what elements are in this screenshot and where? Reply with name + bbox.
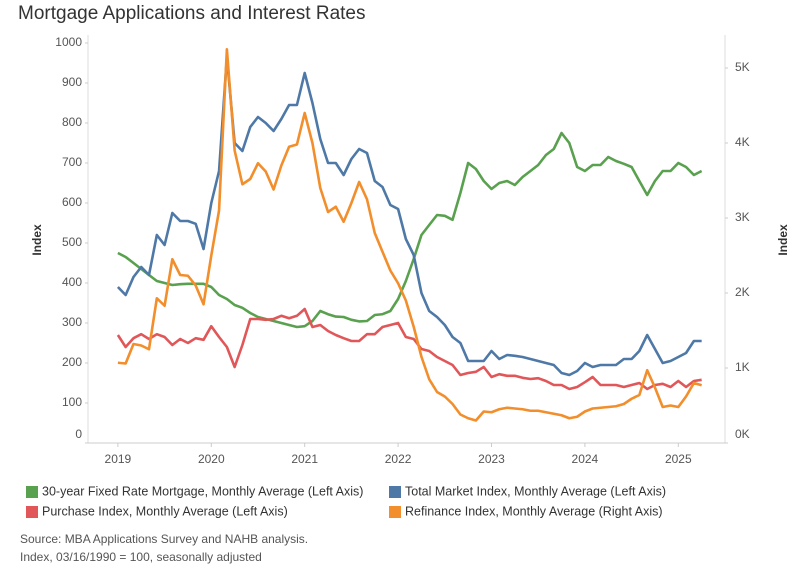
legend-swatch <box>26 486 38 498</box>
y2-tick-label: 5K <box>735 60 750 74</box>
x-tick-label: 2021 <box>291 452 318 466</box>
source-note: Source: MBA Applications Survey and NAHB… <box>20 532 308 546</box>
legend-label: Purchase Index, Monthly Average (Left Ax… <box>42 504 288 518</box>
y2-tick-label: 0K <box>735 427 750 441</box>
legend-swatch <box>389 506 401 518</box>
legend-swatch <box>389 486 401 498</box>
y-tick-label: 0 <box>75 427 82 441</box>
y-tick-label: 200 <box>62 355 82 369</box>
legend-label: 30-year Fixed Rate Mortgage, Monthly Ave… <box>42 484 363 498</box>
legend-label: Total Market Index, Monthly Average (Lef… <box>405 484 666 498</box>
y2-tick-label: 4K <box>735 135 750 149</box>
y-tick-label: 600 <box>62 195 82 209</box>
y-tick-label: 500 <box>62 235 82 249</box>
y2-tick-label: 2K <box>735 285 750 299</box>
y-tick-label: 400 <box>62 275 82 289</box>
y2-tick-label: 1K <box>735 360 750 374</box>
legend-label: Refinance Index, Monthly Average (Right … <box>405 504 663 518</box>
y-axis-label: Index <box>30 224 44 256</box>
x-tick-label: 2023 <box>478 452 505 466</box>
chart-title: Mortgage Applications and Interest Rates <box>18 3 365 24</box>
y2-axis-label: Index <box>776 224 790 256</box>
y-tick-label: 300 <box>62 315 82 329</box>
y-tick-label: 700 <box>62 155 82 169</box>
series-line <box>117 47 703 422</box>
y2-tick-label: 3K <box>735 210 750 224</box>
y-tick-label: 900 <box>62 75 82 89</box>
x-tick-label: 2022 <box>385 452 412 466</box>
series-line <box>116 307 702 391</box>
legend-swatch <box>26 506 38 518</box>
y-tick-label: 800 <box>62 115 82 129</box>
x-tick-label: 2020 <box>198 452 225 466</box>
series-line <box>116 55 702 377</box>
source-note: Index, 03/16/1990 = 100, seasonally adju… <box>20 550 262 564</box>
x-tick-label: 2025 <box>665 452 692 466</box>
y-tick-label: 100 <box>62 395 82 409</box>
x-tick-label: 2024 <box>572 452 599 466</box>
x-tick-label: 2019 <box>105 452 132 466</box>
series-line <box>117 131 703 329</box>
y-tick-label: 1000 <box>55 35 82 49</box>
